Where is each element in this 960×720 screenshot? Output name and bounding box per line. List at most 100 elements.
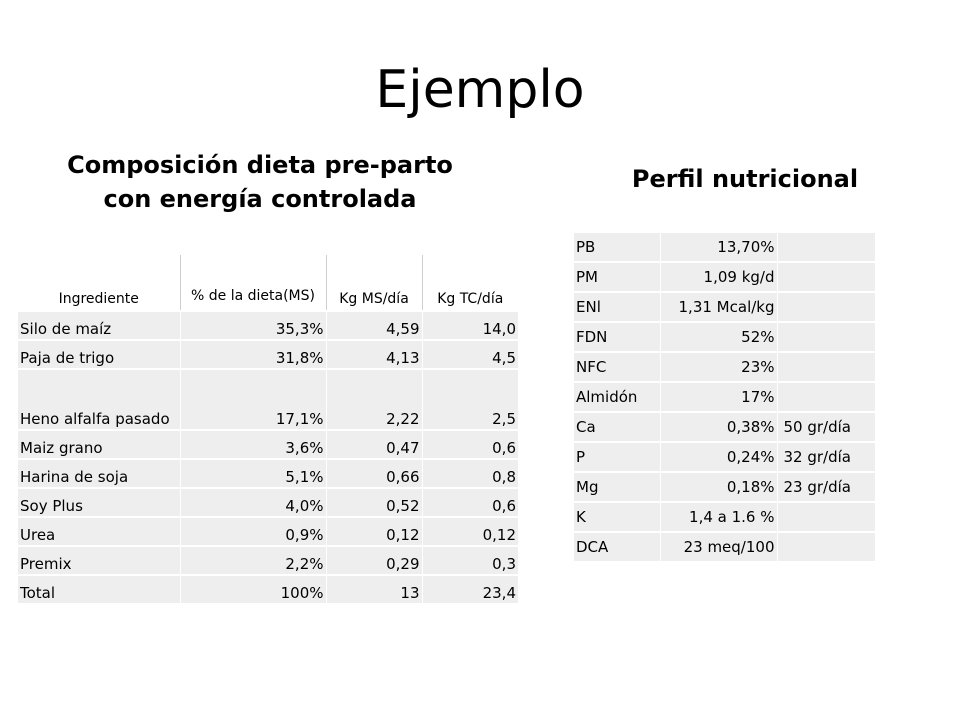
diet-heading-line-1: Composición dieta pre-parto bbox=[67, 151, 453, 179]
value-cell: 52% bbox=[659, 321, 777, 352]
kg-tc-cell: 0,3 bbox=[421, 545, 518, 575]
nutrient-cell: DCA bbox=[574, 531, 660, 561]
kg-tc-cell: 14,0 bbox=[421, 310, 518, 340]
table-row: DCA 23 meq/100 bbox=[574, 531, 875, 561]
column-header-percent-ms: % de la dieta(MS) bbox=[179, 255, 326, 311]
diet-composition-table: Ingrediente % de la dieta(MS) Kg MS/día … bbox=[18, 255, 518, 603]
nutrient-cell: PB bbox=[574, 231, 660, 262]
ingredient-cell: Paja de trigo bbox=[18, 339, 180, 369]
percent-cell: 0,9% bbox=[179, 516, 326, 546]
ingredient-cell: Maiz grano bbox=[18, 429, 180, 459]
nutritional-profile-heading: Perfil nutricional bbox=[631, 165, 859, 193]
daily-amount-cell: 32 gr/día bbox=[776, 441, 875, 472]
nutrient-cell: ENl bbox=[574, 291, 660, 322]
table-row: Heno alfalfa pasado 17,1% 2,22 2,5 bbox=[18, 368, 518, 430]
diet-composition-heading: Composición dieta pre-parto con energía … bbox=[40, 148, 480, 216]
percent-cell: 17,1% bbox=[179, 368, 326, 430]
daily-amount-cell bbox=[776, 321, 875, 352]
kg-ms-cell: 2,22 bbox=[325, 368, 422, 430]
table-row: PB 13,70% bbox=[574, 231, 875, 262]
percent-cell: 35,3% bbox=[179, 310, 326, 340]
table-row: Paja de trigo 31,8% 4,13 4,5 bbox=[18, 339, 518, 369]
daily-amount-cell bbox=[776, 231, 875, 262]
ingredient-cell: Harina de soja bbox=[18, 458, 180, 488]
table-row: P 0,24% 32 gr/día bbox=[574, 441, 875, 472]
kg-ms-cell: 0,12 bbox=[325, 516, 422, 546]
column-header-kg-tc: Kg TC/día bbox=[421, 255, 518, 311]
table-row: PM 1,09 kg/d bbox=[574, 261, 875, 292]
ingredient-cell: Total bbox=[18, 574, 180, 603]
percent-cell: 100% bbox=[179, 574, 326, 603]
value-cell: 17% bbox=[659, 381, 777, 412]
table-header-row: Ingrediente % de la dieta(MS) Kg MS/día … bbox=[18, 255, 518, 311]
table-row-total: Total 100% 13 23,4 bbox=[18, 574, 518, 603]
value-cell: 23% bbox=[659, 351, 777, 382]
table-row: Urea 0,9% 0,12 0,12 bbox=[18, 516, 518, 546]
daily-amount-cell: 23 gr/día bbox=[776, 471, 875, 502]
kg-tc-cell: 4,5 bbox=[421, 339, 518, 369]
ingredient-cell: Heno alfalfa pasado bbox=[18, 368, 180, 430]
kg-ms-cell: 13 bbox=[325, 574, 422, 603]
table-row: NFC 23% bbox=[574, 351, 875, 382]
table-row: Almidón 17% bbox=[574, 381, 875, 412]
kg-tc-cell: 23,4 bbox=[421, 574, 518, 603]
percent-cell: 4,0% bbox=[179, 487, 326, 517]
kg-ms-cell: 0,47 bbox=[325, 429, 422, 459]
percent-cell: 2,2% bbox=[179, 545, 326, 575]
nutrient-cell: Almidón bbox=[574, 381, 660, 412]
nutrient-cell: FDN bbox=[574, 321, 660, 352]
table-row: Mg 0,18% 23 gr/día bbox=[574, 471, 875, 502]
kg-ms-cell: 4,13 bbox=[325, 339, 422, 369]
table-row: Harina de soja 5,1% 0,66 0,8 bbox=[18, 458, 518, 488]
daily-amount-cell bbox=[776, 291, 875, 322]
daily-amount-cell bbox=[776, 501, 875, 532]
percent-cell: 3,6% bbox=[179, 429, 326, 459]
daily-amount-cell bbox=[776, 261, 875, 292]
value-cell: 1,4 a 1.6 % bbox=[659, 501, 777, 532]
nutrient-cell: PM bbox=[574, 261, 660, 292]
nutrient-cell: K bbox=[574, 501, 660, 532]
table-row: Premix 2,2% 0,29 0,3 bbox=[18, 545, 518, 575]
daily-amount-cell bbox=[776, 351, 875, 382]
kg-tc-cell: 0,6 bbox=[421, 487, 518, 517]
kg-tc-cell: 0,8 bbox=[421, 458, 518, 488]
nutrient-cell: NFC bbox=[574, 351, 660, 382]
ingredient-cell: Soy Plus bbox=[18, 487, 180, 517]
nutrient-cell: Ca bbox=[574, 411, 660, 442]
table-row: Soy Plus 4,0% 0,52 0,6 bbox=[18, 487, 518, 517]
kg-tc-cell: 0,12 bbox=[421, 516, 518, 546]
value-cell: 0,24% bbox=[659, 441, 777, 472]
percent-cell: 5,1% bbox=[179, 458, 326, 488]
table-row: K 1,4 a 1.6 % bbox=[574, 501, 875, 532]
kg-tc-cell: 2,5 bbox=[421, 368, 518, 430]
kg-ms-cell: 0,29 bbox=[325, 545, 422, 575]
nutrient-cell: P bbox=[574, 441, 660, 472]
value-cell: 1,31 Mcal/kg bbox=[659, 291, 777, 322]
daily-amount-cell: 50 gr/día bbox=[776, 411, 875, 442]
table-row: Silo de maíz 35,3% 4,59 14,0 bbox=[18, 310, 518, 340]
kg-ms-cell: 0,52 bbox=[325, 487, 422, 517]
kg-ms-cell: 0,66 bbox=[325, 458, 422, 488]
daily-amount-cell bbox=[776, 381, 875, 412]
ingredient-cell: Silo de maíz bbox=[18, 310, 180, 340]
table-row: Maiz grano 3,6% 0,47 0,6 bbox=[18, 429, 518, 459]
value-cell: 1,09 kg/d bbox=[659, 261, 777, 292]
ingredient-cell: Premix bbox=[18, 545, 180, 575]
value-cell: 13,70% bbox=[659, 231, 777, 262]
diet-heading-line-2: con energía controlada bbox=[103, 185, 417, 213]
percent-cell: 31,8% bbox=[179, 339, 326, 369]
column-header-kg-ms: Kg MS/día bbox=[325, 255, 422, 311]
kg-tc-cell: 0,6 bbox=[421, 429, 518, 459]
value-cell: 0,38% bbox=[659, 411, 777, 442]
table-row: ENl 1,31 Mcal/kg bbox=[574, 291, 875, 322]
nutritional-profile-table: PB 13,70% PM 1,09 kg/d ENl 1,31 Mcal/kg … bbox=[574, 231, 875, 561]
table-row: Ca 0,38% 50 gr/día bbox=[574, 411, 875, 442]
kg-ms-cell: 4,59 bbox=[325, 310, 422, 340]
value-cell: 0,18% bbox=[659, 471, 777, 502]
nutrient-cell: Mg bbox=[574, 471, 660, 502]
daily-amount-cell bbox=[776, 531, 875, 561]
slide-title: Ejemplo bbox=[375, 60, 585, 120]
table-row: FDN 52% bbox=[574, 321, 875, 352]
ingredient-cell: Urea bbox=[18, 516, 180, 546]
column-header-ingredient: Ingrediente bbox=[18, 255, 180, 311]
